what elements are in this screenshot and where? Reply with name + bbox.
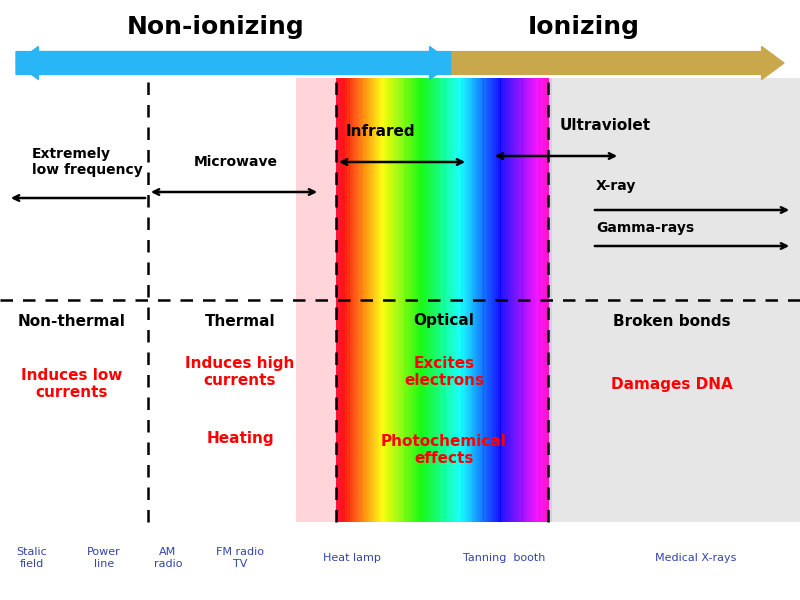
- Bar: [472, 78, 552, 522]
- Text: Ionizing: Ionizing: [528, 15, 640, 39]
- Text: FM radio
TV: FM radio TV: [216, 547, 264, 569]
- Text: Power
line: Power line: [87, 547, 121, 569]
- Text: Optical: Optical: [414, 313, 474, 329]
- Text: Induces low
currents: Induces low currents: [22, 368, 122, 400]
- Text: Medical X-rays: Medical X-rays: [655, 553, 737, 563]
- Text: Broken bonds: Broken bonds: [613, 313, 731, 329]
- Text: X-ray: X-ray: [596, 179, 636, 193]
- Text: Ultraviolet: Ultraviolet: [560, 118, 651, 133]
- Bar: [548, 78, 800, 522]
- FancyArrow shape: [16, 46, 452, 79]
- Text: Stalic
field: Stalic field: [17, 547, 47, 569]
- Text: Infrared: Infrared: [345, 124, 415, 139]
- Text: Induces high
currents: Induces high currents: [186, 356, 294, 388]
- Text: Non-ionizing: Non-ionizing: [127, 15, 305, 39]
- Text: Gamma-rays: Gamma-rays: [596, 221, 694, 235]
- Text: Heat lamp: Heat lamp: [323, 553, 381, 563]
- Bar: [296, 78, 440, 522]
- Text: Excites
electrons: Excites electrons: [404, 356, 484, 388]
- Text: Damages DNA: Damages DNA: [611, 377, 733, 391]
- Text: Extremely
low frequency: Extremely low frequency: [32, 147, 142, 177]
- Text: Thermal: Thermal: [205, 313, 275, 329]
- Text: Photochemical
effects: Photochemical effects: [381, 434, 507, 466]
- Text: Microwave: Microwave: [194, 155, 278, 169]
- FancyArrow shape: [16, 46, 452, 79]
- Text: AM
radio: AM radio: [154, 547, 182, 569]
- FancyArrow shape: [452, 46, 784, 79]
- Text: Tanning  booth: Tanning booth: [463, 553, 545, 563]
- Text: Heating: Heating: [206, 431, 274, 445]
- Text: Non-thermal: Non-thermal: [18, 313, 126, 329]
